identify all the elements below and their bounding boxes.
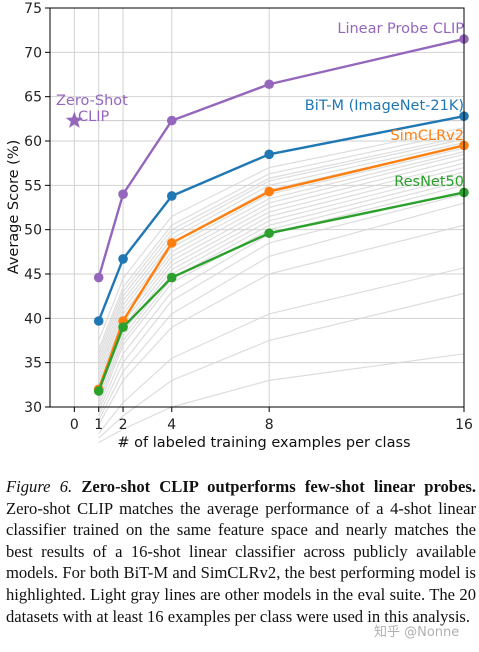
gray-model-line — [98, 202, 465, 421]
y-tick-label: 75 — [24, 1, 42, 17]
caption-title: Zero-shot CLIP outperforms few-shot line… — [81, 477, 477, 496]
caption-body: Zero-shot CLIP matches the average perfo… — [6, 498, 476, 626]
data-point — [93, 316, 104, 326]
x-tick-label: 8 — [265, 417, 274, 433]
gray-model-line — [98, 131, 465, 350]
data-point — [264, 186, 274, 197]
x-tick-label: 1 — [94, 417, 103, 433]
y-tick-label: 65 — [24, 90, 42, 106]
y-tick-label: 40 — [24, 311, 42, 327]
gray-model-line — [98, 167, 465, 394]
line-chart: 0 1 2 4 8 16 30 35 40 45 50 55 60 65 70 75 Linear Probe… — [6, 1, 473, 451]
gray-model-line — [98, 162, 465, 390]
series-label: Linear Probe CLIP — [337, 21, 464, 37]
gray-model-line — [98, 292, 465, 439]
gray-model-line — [98, 153, 465, 381]
x-tick-label: 16 — [455, 417, 473, 433]
y-tick-label: 70 — [24, 45, 42, 61]
x-tick-label: 0 — [70, 417, 79, 433]
y-tick-label: 35 — [24, 356, 42, 372]
watermark: 知乎 @Nonne — [374, 625, 460, 640]
data-point — [264, 149, 274, 160]
x-axis-title: # of labeled training examples per class — [117, 435, 410, 451]
y-tick-label: 50 — [24, 223, 42, 239]
gray-model-line — [98, 267, 465, 434]
y-tick-label: 60 — [24, 134, 42, 150]
zero-shot-label: Zero-Shot — [56, 93, 128, 109]
figure-caption: Figure 6. Zero-shot CLIP outperforms few… — [6, 476, 476, 627]
gray-model-line — [98, 171, 465, 399]
x-tick-label: 4 — [167, 417, 176, 433]
gray-model-line — [98, 175, 465, 403]
data-point — [118, 322, 128, 333]
zero-shot-label: CLIP — [78, 109, 109, 125]
x-tick-label: 2 — [119, 417, 128, 433]
plot-border — [49, 7, 465, 408]
tick-labels: 0 1 2 4 8 16 30 35 40 45 50 55 60 65 70 75 — [24, 1, 473, 433]
data-point — [166, 238, 177, 248]
data-point — [118, 254, 128, 264]
data-point — [93, 272, 104, 283]
gray-model-line — [98, 193, 465, 417]
gray-model-line — [98, 184, 465, 412]
data-point — [93, 386, 104, 396]
series-label: ResNet50 — [394, 174, 464, 190]
zero-shot-star-marker — [65, 111, 83, 128]
data-point — [166, 115, 177, 126]
caption-figure-label: Figure 6. — [6, 477, 73, 496]
series-label: SimCLRv2 — [391, 128, 464, 144]
data-point — [264, 228, 274, 239]
gray-model-line — [98, 135, 465, 355]
gray-model-line — [98, 353, 465, 443]
gray-model-line — [98, 127, 465, 341]
series-label: BiT-M (ImageNet-21K) — [305, 98, 464, 114]
gray-model-line — [98, 151, 465, 377]
gray-model-line — [98, 224, 465, 426]
data-point — [166, 272, 177, 283]
y-tick-label: 45 — [24, 267, 42, 283]
series-lines — [65, 34, 469, 396]
gray-model-line — [98, 138, 465, 359]
y-tick-label: 30 — [24, 400, 42, 416]
plot-frame — [45, 7, 465, 412]
gray-model-lines — [98, 127, 465, 443]
gray-model-line — [98, 180, 465, 408]
data-point — [166, 191, 177, 201]
data-point — [118, 189, 128, 199]
y-axis-title: Average Score (%) — [6, 140, 22, 274]
y-tick-label: 55 — [24, 178, 42, 194]
series-labels: Linear Probe CLIP BiT-M (ImageNet-21K) Sim… — [56, 21, 464, 190]
data-point — [264, 79, 274, 90]
